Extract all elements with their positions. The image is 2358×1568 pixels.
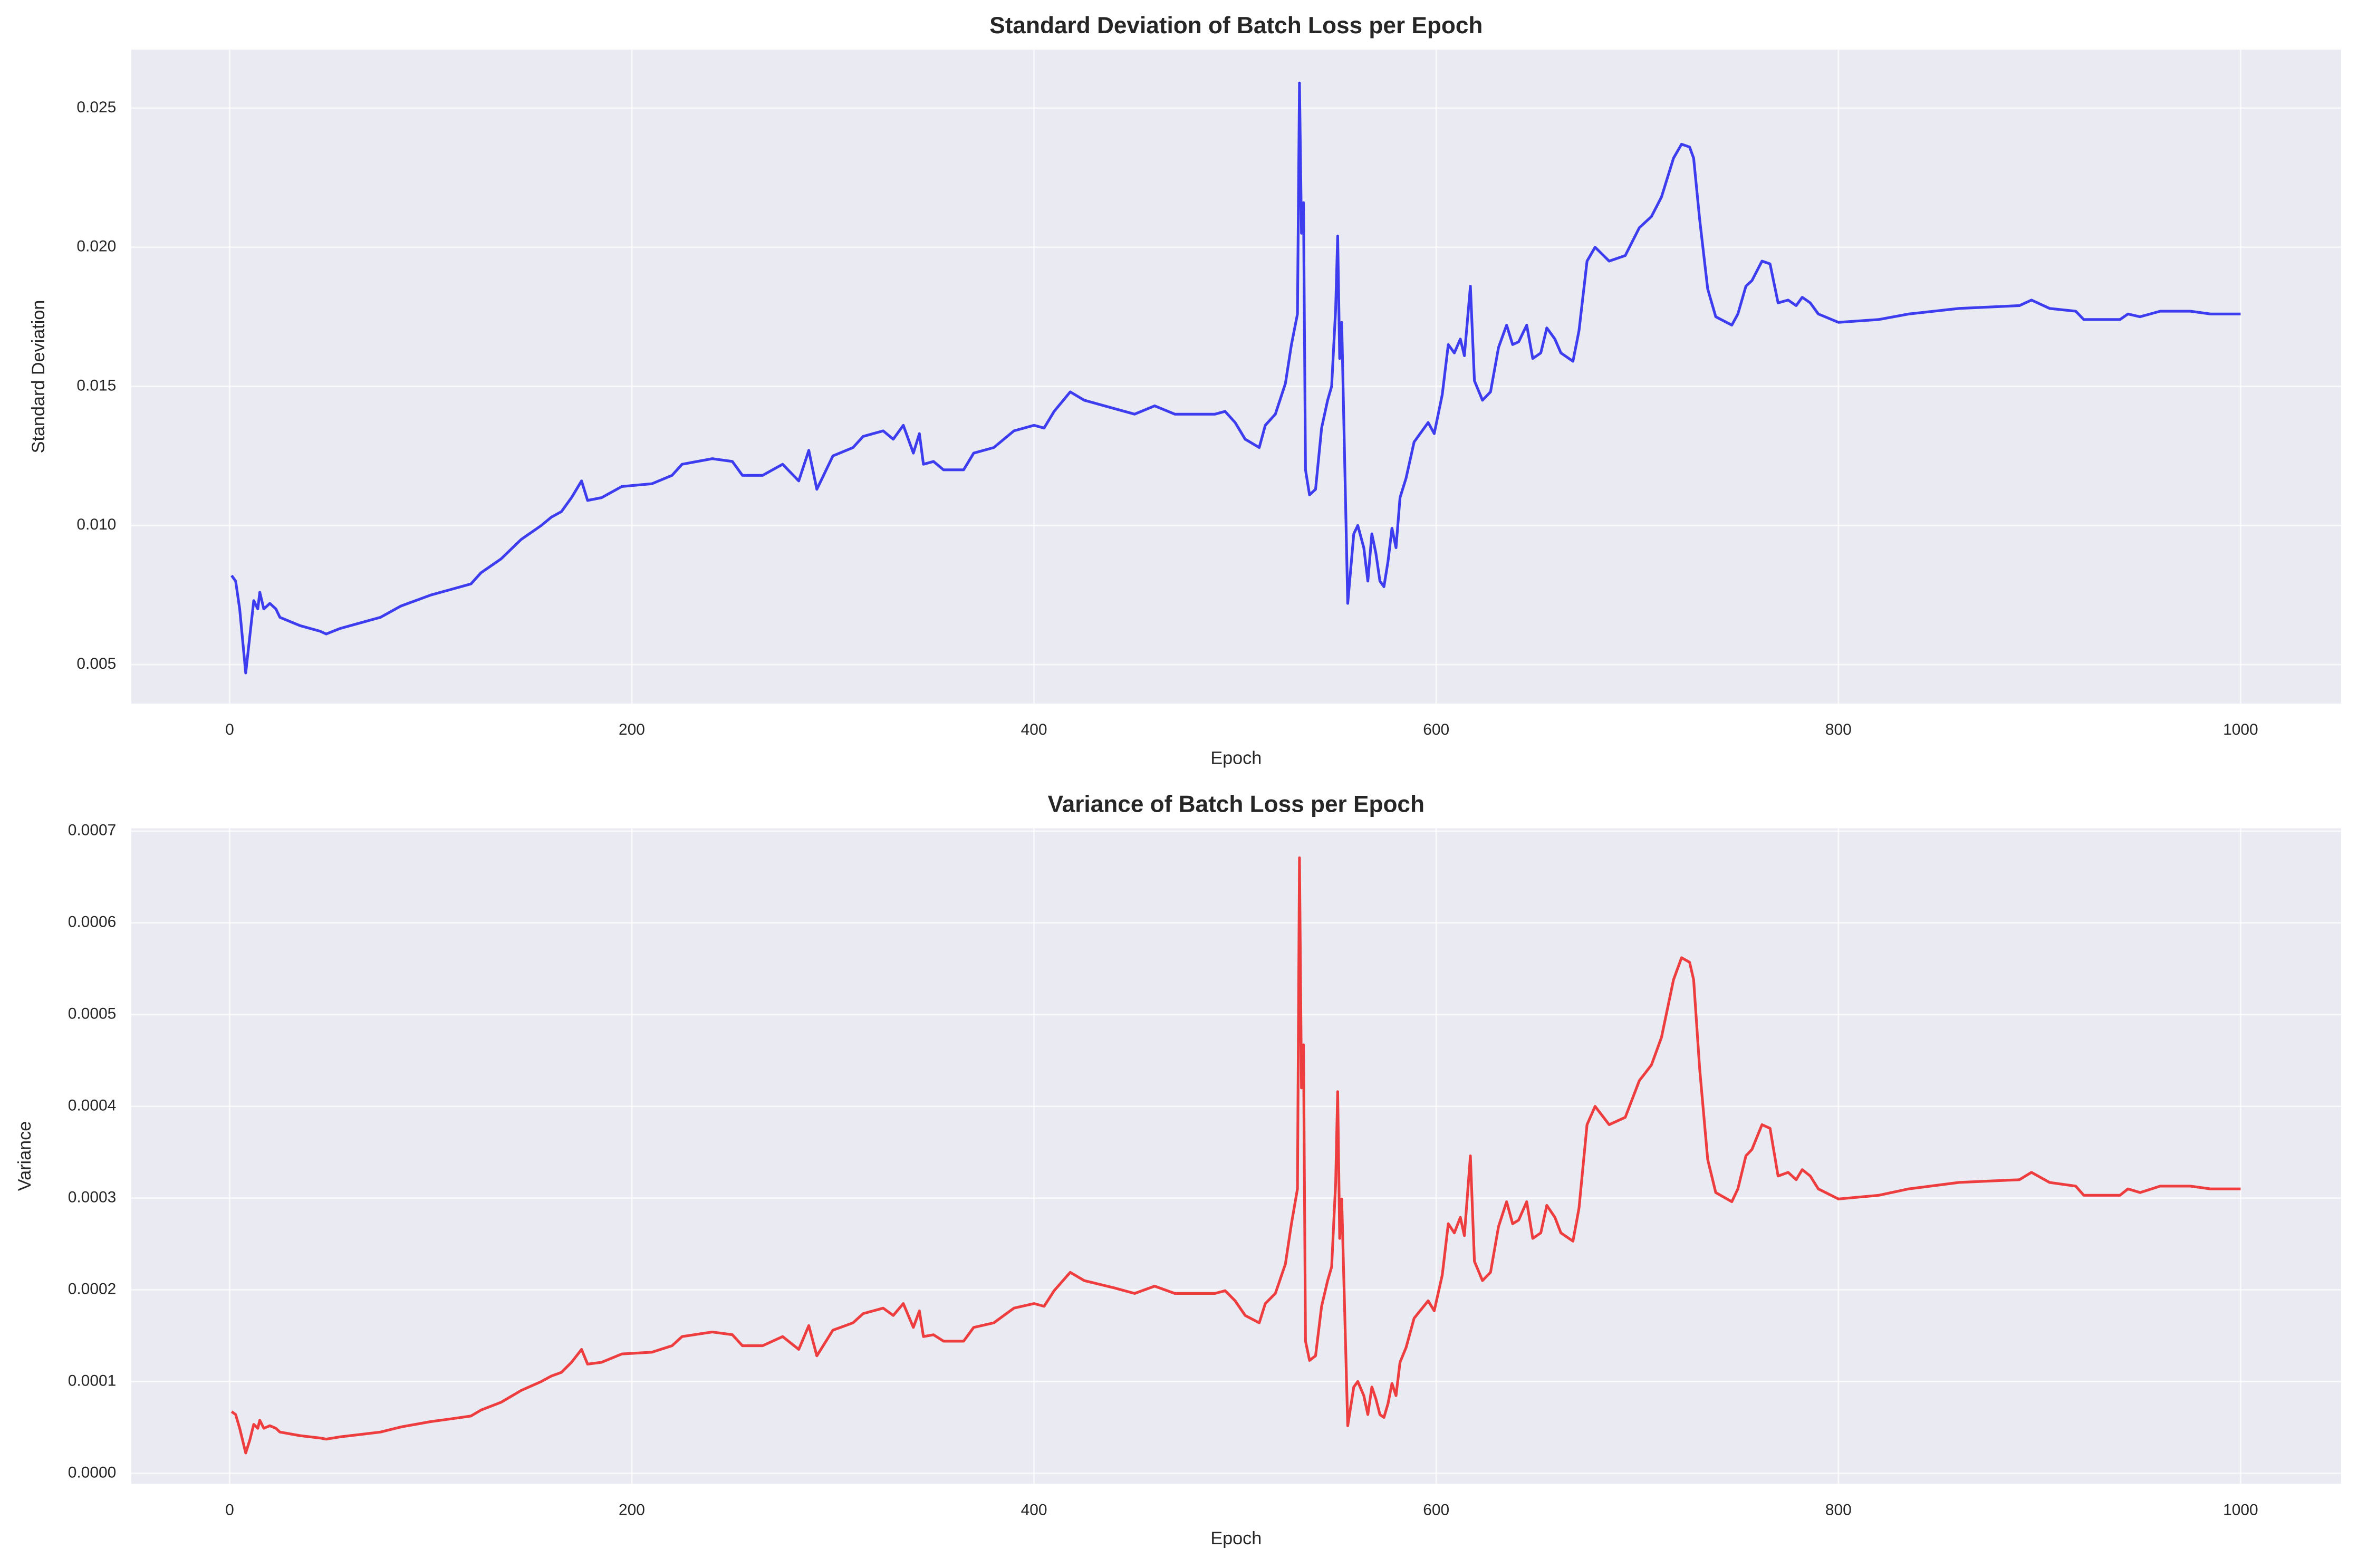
y-tick-label: 0.0007 [68, 822, 116, 839]
x-tick-label: 800 [1825, 721, 1852, 738]
x-tick-label: 1000 [2223, 1502, 2258, 1519]
y-tick-label: 0.025 [76, 99, 116, 116]
x-tick-label: 200 [619, 721, 645, 738]
y-tick-label: 0.020 [76, 238, 116, 255]
x-tick-label: 200 [619, 1502, 645, 1519]
y-axis-label: Standard Deviation [28, 300, 49, 454]
y-tick-label: 0.0004 [68, 1097, 116, 1114]
chart-title: Standard Deviation of Batch Loss per Epo… [989, 13, 1483, 39]
x-tick-label: 600 [1423, 721, 1449, 738]
x-axis-label: Epoch [1210, 1528, 1262, 1548]
plot-area [131, 828, 2341, 1484]
x-tick-label: 1000 [2223, 721, 2258, 738]
y-tick-label: 0.005 [76, 655, 116, 672]
x-tick-label: 800 [1825, 1502, 1852, 1519]
chart-title: Variance of Batch Loss per Epoch [1048, 792, 1425, 817]
x-tick-label: 600 [1423, 1502, 1449, 1519]
y-tick-label: 0.0001 [68, 1372, 116, 1389]
y-tick-label: 0.0006 [68, 913, 116, 931]
data-line [230, 81, 2241, 675]
y-tick-label: 0.0000 [68, 1464, 116, 1481]
x-tick-label: 400 [1021, 721, 1047, 738]
data-line [230, 856, 2241, 1455]
y-tick-label: 0.010 [76, 516, 116, 533]
y-tick-label: 0.015 [76, 377, 116, 394]
y-tick-label: 0.0002 [68, 1280, 116, 1297]
plot-area [131, 50, 2341, 704]
x-tick-label: 0 [225, 721, 234, 738]
x-tick-label: 0 [225, 1502, 234, 1519]
y-tick-label: 0.0005 [68, 1005, 116, 1023]
x-axis-label: Epoch [1210, 748, 1262, 768]
x-tick-label: 400 [1021, 1502, 1047, 1519]
y-tick-label: 0.0003 [68, 1188, 116, 1206]
y-axis-label: Variance [15, 1121, 35, 1191]
